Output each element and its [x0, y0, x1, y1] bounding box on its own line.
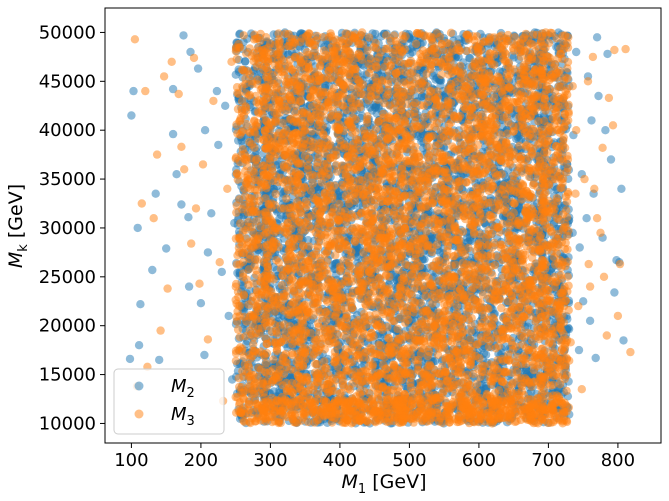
- data-point: [303, 236, 313, 245]
- plot-points: [125, 28, 635, 428]
- data-point: [509, 53, 519, 62]
- data-point: [231, 70, 240, 79]
- data-point: [240, 57, 250, 66]
- data-point: [366, 103, 375, 112]
